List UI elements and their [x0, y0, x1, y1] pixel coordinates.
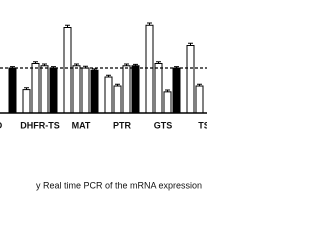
bar — [145, 24, 154, 114]
error-bar — [188, 42, 193, 46]
error-bar — [147, 22, 152, 26]
x-tick-label: GTS — [154, 120, 173, 130]
x-tick-label: D — [0, 120, 3, 130]
error-bar — [65, 24, 70, 28]
bar — [104, 76, 113, 114]
error-bar — [92, 68, 97, 71]
bar — [113, 85, 122, 114]
chart: y Real time PCR of the mRNA expression D… — [0, 22, 207, 190]
bar — [81, 67, 90, 114]
error-bar — [165, 89, 170, 92]
caption: y Real time PCR of the mRNA expression — [36, 180, 202, 190]
x-tick-label: MAT — [72, 120, 91, 130]
error-bar — [133, 63, 138, 66]
error-bar — [124, 63, 129, 66]
bar — [186, 45, 195, 114]
bar — [49, 67, 58, 114]
bar — [40, 65, 49, 114]
bar — [63, 27, 72, 114]
error-bar — [24, 87, 29, 90]
bar — [172, 67, 181, 114]
bar — [131, 65, 140, 114]
bar — [122, 65, 131, 114]
bar — [195, 85, 204, 114]
bar — [154, 63, 163, 114]
bar — [163, 91, 172, 114]
bar — [8, 67, 17, 114]
bar — [72, 65, 81, 114]
x-tick-label: TS — [198, 120, 207, 130]
x-tick-label: PTR — [113, 120, 132, 130]
error-bar — [197, 83, 202, 86]
error-bar — [115, 83, 120, 86]
x-tick-label: DHFR-TS — [20, 120, 60, 130]
error-bar — [106, 74, 111, 77]
error-bar — [42, 63, 47, 66]
error-bar — [74, 63, 79, 66]
error-bar — [33, 61, 38, 64]
bar — [90, 69, 99, 114]
bar — [31, 63, 40, 114]
error-bar — [156, 61, 161, 64]
error-bar — [51, 66, 56, 68]
bar — [22, 89, 31, 114]
